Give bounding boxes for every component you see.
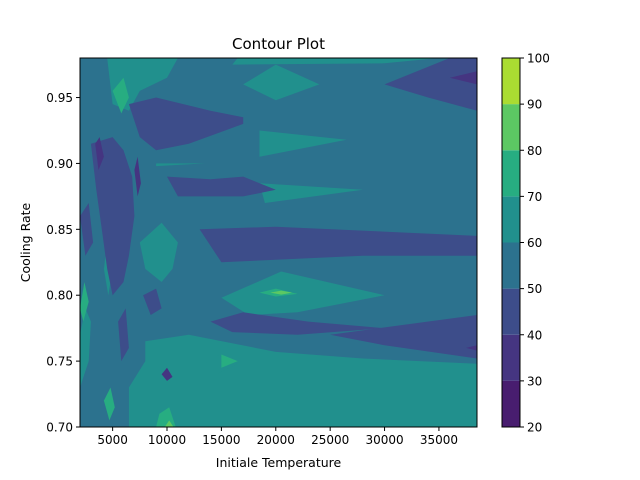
contour-region-26 xyxy=(330,315,477,359)
contour-region-17 xyxy=(103,387,115,421)
y-axis-label: Cooling Rate xyxy=(18,202,33,282)
colorbar-tick-label: 100 xyxy=(527,52,550,66)
x-tick-label: 25000 xyxy=(311,433,349,447)
colorbar-tick-label: 90 xyxy=(527,98,542,112)
contour-region-9 xyxy=(80,308,91,388)
contour-region-19 xyxy=(164,420,174,427)
contour-region-29 xyxy=(118,308,129,362)
contour-region-13 xyxy=(112,77,129,114)
contour-region-23 xyxy=(167,176,276,197)
colorbar-tick-label: 50 xyxy=(527,282,542,296)
contour-region-11 xyxy=(156,163,206,167)
x-tick-label: 20000 xyxy=(257,433,295,447)
contour-region-32 xyxy=(134,156,141,197)
colorbar-tick-label: 80 xyxy=(527,144,542,158)
contour-region-31 xyxy=(95,137,104,170)
y-tick-label: 0.80 xyxy=(46,289,73,303)
plot-frame xyxy=(79,57,478,428)
colorbar-segment xyxy=(502,242,520,289)
colorbar-segment xyxy=(502,196,520,243)
y-tick-label: 0.75 xyxy=(46,355,73,369)
colorbar-segment xyxy=(502,288,520,335)
colorbar-segment xyxy=(502,380,520,427)
x-tick-label: 5000 xyxy=(97,433,128,447)
colorbar-tick-label: 20 xyxy=(527,421,542,435)
contour-region-2 xyxy=(232,58,439,65)
x-tick-label: 15000 xyxy=(202,433,240,447)
x-axis-ticks: 5000 10000 15000 20000 25000 30000 35000 xyxy=(97,427,458,447)
colorbar-tick-label: 60 xyxy=(527,236,542,250)
chart-title: Contour Plot xyxy=(232,35,325,53)
colorbar-segment xyxy=(502,58,520,105)
y-axis-ticks: 0.70 0.75 0.80 0.85 0.90 0.95 xyxy=(46,91,80,435)
x-axis-label: Initiale Temperature xyxy=(216,455,342,470)
contour-region-18 xyxy=(80,282,89,322)
contour-region-28 xyxy=(80,203,94,256)
contour-region-25 xyxy=(210,312,385,335)
contour-region-6 xyxy=(139,222,178,282)
contour-region-35 xyxy=(161,367,173,381)
colorbar-tick-label: 40 xyxy=(527,328,542,342)
colorbar-tick-label: 30 xyxy=(527,374,542,388)
x-tick-label: 30000 xyxy=(365,433,403,447)
contour-region-24 xyxy=(199,226,477,263)
contour-region-33 xyxy=(449,71,477,85)
colorbar xyxy=(502,58,520,427)
plot-area xyxy=(80,58,477,427)
contour-region-7 xyxy=(221,271,385,315)
x-tick-label: 35000 xyxy=(420,433,458,447)
contour-region-30 xyxy=(143,288,162,315)
x-tick-label: 10000 xyxy=(148,433,186,447)
contour-region-27 xyxy=(384,58,477,111)
contour-region-16 xyxy=(221,354,238,368)
colorbar-tick-label: 70 xyxy=(527,190,542,204)
colorbar-ticks: 20 30 40 50 60 70 80 90 100 xyxy=(520,52,550,435)
contour-region-21 xyxy=(90,137,135,296)
contour-region-3 xyxy=(243,64,320,101)
colorbar-segment xyxy=(502,334,520,381)
y-tick-label: 0.85 xyxy=(46,223,73,237)
contour-region-22 xyxy=(128,97,244,151)
contour-region-5 xyxy=(259,183,363,203)
colorbar-segment xyxy=(502,104,520,151)
y-tick-label: 0.90 xyxy=(46,157,73,171)
colorbar-segment xyxy=(502,150,520,197)
y-tick-label: 0.70 xyxy=(46,421,73,435)
contour-region-4 xyxy=(259,130,347,157)
y-tick-label: 0.95 xyxy=(46,91,73,105)
contour-region-14 xyxy=(156,407,176,427)
contour-region-20 xyxy=(270,290,293,295)
contour-region-34 xyxy=(466,345,477,351)
